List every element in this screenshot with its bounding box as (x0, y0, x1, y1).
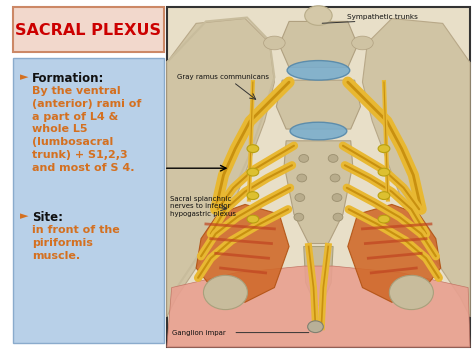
Polygon shape (348, 204, 441, 302)
Ellipse shape (295, 193, 305, 202)
Text: Sympathetic trunks: Sympathetic trunks (346, 13, 418, 20)
Polygon shape (167, 266, 470, 347)
Ellipse shape (264, 36, 285, 50)
Polygon shape (284, 141, 353, 244)
Ellipse shape (330, 174, 340, 182)
Text: ►: ► (20, 211, 28, 221)
Ellipse shape (247, 192, 259, 200)
Ellipse shape (290, 122, 347, 140)
Text: Ganglion impar: Ganglion impar (172, 329, 226, 335)
Ellipse shape (378, 145, 390, 153)
Ellipse shape (389, 275, 433, 310)
Text: By the ventral
(anterior) rami of
a part of L4 &
whole L5
(lumbosacral
trunk) + : By the ventral (anterior) rami of a part… (32, 86, 141, 173)
Ellipse shape (328, 154, 338, 162)
Ellipse shape (203, 275, 247, 310)
Polygon shape (167, 18, 274, 317)
Text: ►: ► (20, 72, 28, 82)
Ellipse shape (378, 168, 390, 176)
Text: Sacral splanchnic
nerves to inferior
hypogastric plexus: Sacral splanchnic nerves to inferior hyp… (170, 196, 236, 217)
Text: Site:: Site: (32, 211, 63, 224)
Ellipse shape (247, 215, 259, 223)
FancyBboxPatch shape (13, 58, 164, 343)
Ellipse shape (333, 213, 343, 221)
Text: in front of the
piriformis
muscle.: in front of the piriformis muscle. (32, 225, 119, 261)
Polygon shape (196, 204, 289, 302)
Ellipse shape (287, 61, 350, 80)
Ellipse shape (294, 213, 304, 221)
Ellipse shape (378, 215, 390, 223)
Text: Gray ramus communicans: Gray ramus communicans (176, 74, 269, 80)
Ellipse shape (247, 145, 259, 153)
Ellipse shape (247, 168, 259, 176)
FancyBboxPatch shape (13, 7, 164, 52)
Text: Formation:: Formation: (32, 72, 104, 85)
Polygon shape (363, 18, 470, 317)
Ellipse shape (378, 192, 390, 200)
Ellipse shape (308, 321, 323, 333)
Polygon shape (279, 21, 357, 67)
Ellipse shape (299, 154, 309, 162)
Ellipse shape (332, 193, 342, 202)
Text: SACRAL PLEXUS: SACRAL PLEXUS (16, 23, 162, 38)
Ellipse shape (352, 36, 373, 50)
FancyBboxPatch shape (167, 7, 470, 347)
Ellipse shape (305, 6, 332, 25)
Polygon shape (304, 246, 333, 305)
Ellipse shape (297, 174, 307, 182)
Polygon shape (276, 80, 361, 129)
